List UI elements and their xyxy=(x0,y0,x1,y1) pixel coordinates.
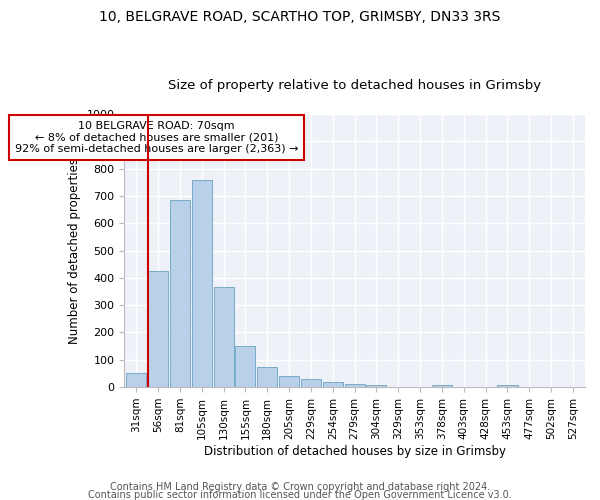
Bar xyxy=(279,376,299,387)
Bar xyxy=(191,180,212,387)
Text: Contains HM Land Registry data © Crown copyright and database right 2024.: Contains HM Land Registry data © Crown c… xyxy=(110,482,490,492)
Bar xyxy=(257,366,277,387)
Bar xyxy=(170,200,190,387)
Bar xyxy=(323,382,343,387)
Bar xyxy=(497,385,518,387)
Bar xyxy=(126,373,146,387)
Bar xyxy=(432,385,452,387)
Text: 10 BELGRAVE ROAD: 70sqm
← 8% of detached houses are smaller (201)
92% of semi-de: 10 BELGRAVE ROAD: 70sqm ← 8% of detached… xyxy=(15,121,298,154)
Bar xyxy=(235,346,256,387)
Bar xyxy=(301,379,321,387)
X-axis label: Distribution of detached houses by size in Grimsby: Distribution of detached houses by size … xyxy=(203,444,506,458)
Title: Size of property relative to detached houses in Grimsby: Size of property relative to detached ho… xyxy=(168,79,541,92)
Text: 10, BELGRAVE ROAD, SCARTHO TOP, GRIMSBY, DN33 3RS: 10, BELGRAVE ROAD, SCARTHO TOP, GRIMSBY,… xyxy=(100,10,500,24)
Bar xyxy=(344,384,365,387)
Bar xyxy=(148,271,168,387)
Bar xyxy=(214,288,233,387)
Bar xyxy=(367,385,386,387)
Y-axis label: Number of detached properties: Number of detached properties xyxy=(68,158,81,344)
Text: Contains public sector information licensed under the Open Government Licence v3: Contains public sector information licen… xyxy=(88,490,512,500)
